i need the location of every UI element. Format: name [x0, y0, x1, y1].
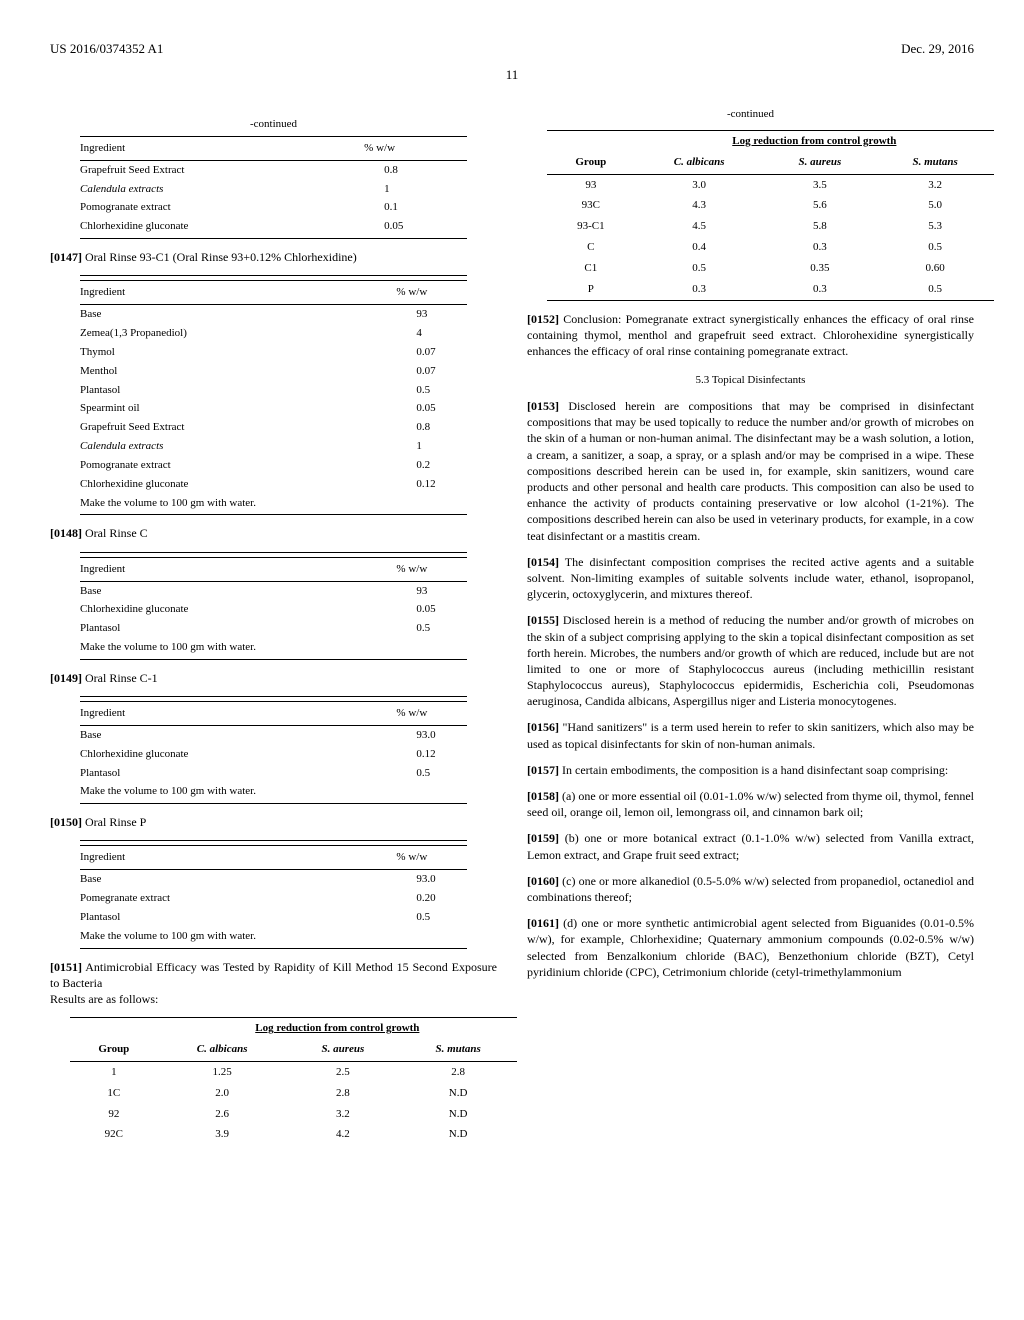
table-1: -continued Ingredient % w/w Grapefruit S…	[80, 117, 467, 239]
results-table-1: Log reduction from control growth Group …	[70, 1017, 517, 1145]
para-0157: [0157] In certain embodiments, the compo…	[527, 762, 974, 778]
para-0151: [0151] Antimicrobial Efficacy was Tested…	[50, 959, 497, 1008]
section-5-3: 5.3 Topical Disinfectants	[527, 373, 974, 388]
para-0148: [0148] Oral Rinse C	[50, 525, 497, 541]
para-0149: [0149] Oral Rinse C-1	[50, 670, 497, 686]
para-0156: [0156] "Hand sanitizers" is a term used …	[527, 719, 974, 751]
header-right: Dec. 29, 2016	[901, 40, 974, 58]
para-0150: [0150] Oral Rinse P	[50, 814, 497, 830]
para-0159: [0159] (b) one or more botanical extract…	[527, 830, 974, 862]
para-0160: [0160] (c) one or more alkanediol (0.5-5…	[527, 873, 974, 905]
header-left: US 2016/0374352 A1	[50, 40, 163, 58]
page-header: US 2016/0374352 A1 Dec. 29, 2016	[50, 40, 974, 58]
table-4: Ingredient % w/w Base93.0 Chlorhexidine …	[80, 696, 467, 804]
table-2: Ingredient % w/w Base93 Zemea(1,3 Propan…	[80, 275, 467, 515]
para-0153: [0153] Disclosed herein are compositions…	[527, 398, 974, 544]
table-5: Ingredient % w/w Base93.0 Pomegranate ex…	[80, 840, 467, 948]
content-columns: -continued Ingredient % w/w Grapefruit S…	[50, 107, 974, 1153]
para-0152: [0152] Conclusion: Pomegranate extract s…	[527, 311, 974, 360]
para-0147: [0147] Oral Rinse 93-C1 (Oral Rinse 93+0…	[50, 249, 497, 265]
para-0155: [0155] Disclosed herein is a method of r…	[527, 612, 974, 709]
table-3: Ingredient % w/w Base93 Chlorhexidine gl…	[80, 552, 467, 660]
para-0154: [0154] The disinfectant composition comp…	[527, 554, 974, 603]
continued-label: -continued	[80, 117, 467, 132]
continued-label-2: -continued	[527, 107, 974, 122]
results-table-2: Log reduction from control growth Group …	[547, 130, 994, 301]
left-column: -continued Ingredient % w/w Grapefruit S…	[50, 107, 497, 1153]
page-number: 11	[50, 66, 974, 84]
para-0158: [0158] (a) one or more essential oil (0.…	[527, 788, 974, 820]
right-column: -continued Log reduction from control gr…	[527, 107, 974, 1153]
para-0161: [0161] (d) one or more synthetic antimic…	[527, 915, 974, 980]
